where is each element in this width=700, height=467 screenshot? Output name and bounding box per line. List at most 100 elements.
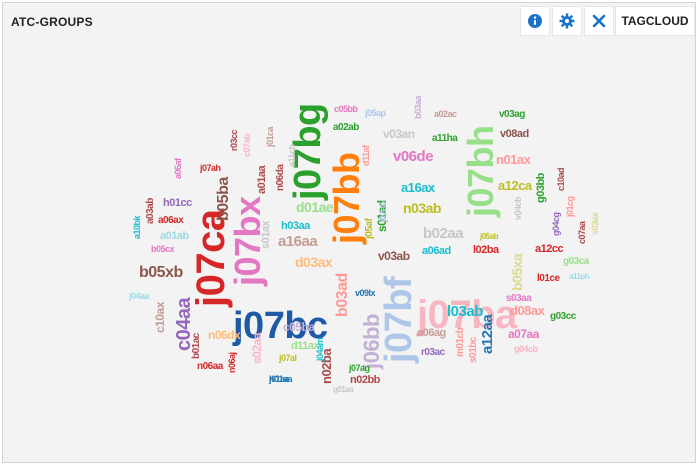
tag-j04am[interactable]: j04am [315, 337, 325, 362]
tag-d01ae[interactable]: d01ae [296, 199, 334, 215]
tag-j02ab[interactable]: j02ab [378, 200, 388, 223]
tag-a11cb[interactable]: a11cb [287, 143, 297, 167]
tag-b05ba[interactable]: b05ba [215, 177, 232, 221]
tag-s03ax[interactable]: s03ax [590, 212, 600, 235]
tag-h01aa[interactable]: h01aa [269, 374, 294, 384]
tag-b05cx[interactable]: b05cx [151, 244, 175, 254]
tag-j07bg[interactable]: j07bg [287, 103, 329, 201]
settings-button[interactable] [552, 6, 582, 36]
tag-l02ba[interactable]: l02ba [473, 244, 501, 256]
tag-a10bk[interactable]: a10bk [132, 214, 142, 239]
tag-n06aj[interactable]: n06aj [227, 352, 237, 373]
info-button[interactable] [520, 6, 550, 36]
tag-b02aa[interactable]: b02aa [423, 225, 465, 242]
tag-j07bc[interactable]: j07bc [232, 305, 329, 347]
tag-b03ad[interactable]: b03ad [334, 273, 351, 317]
tagcloud-view-label[interactable]: TAGCLOUD [615, 6, 695, 36]
tag-c05ba[interactable]: c05ba [283, 320, 316, 334]
tag-s02aa[interactable]: s02aa [250, 332, 264, 364]
tag-g03bb[interactable]: g03bb [535, 172, 547, 203]
tag-j07bh[interactable]: j07bh [460, 125, 501, 218]
tag-a01aa[interactable]: a01aa [256, 165, 268, 194]
tag-j07bx[interactable]: j07bx [227, 196, 268, 287]
tag-j05af[interactable]: j05af [364, 218, 375, 240]
tag-a06ag[interactable]: a06ag [417, 327, 446, 339]
tag-a12ca[interactable]: a12ca [498, 178, 533, 193]
tag-n02ba[interactable]: n02ba [319, 348, 334, 384]
tag-s01ax[interactable]: s01ax [260, 220, 272, 249]
tag-j01ca[interactable]: j01ca [265, 125, 275, 148]
tag-c10ad[interactable]: c10ad [556, 168, 566, 191]
tag-s01ad[interactable]: s01ad [375, 200, 389, 232]
tag-a06af[interactable]: a06af [173, 157, 183, 179]
tag-j07al[interactable]: j07al [278, 353, 297, 363]
tag-v03an[interactable]: v03an [383, 127, 415, 141]
tag-n01ax[interactable]: n01ax [496, 152, 532, 167]
tag-d11ax[interactable]: d11ax [291, 340, 321, 352]
tag-j01cg[interactable]: j01cg [565, 196, 575, 218]
tag-a07aa[interactable]: a07aa [508, 327, 540, 341]
tag-v06de[interactable]: v06de [393, 148, 434, 165]
close-button[interactable] [584, 6, 614, 36]
tag-a02ac[interactable]: a02ac [434, 109, 458, 119]
tag-a16aa[interactable]: a16aa [278, 233, 319, 250]
tag-a16ax[interactable]: a16ax [401, 180, 436, 195]
tag-a12cc[interactable]: a12cc [535, 243, 564, 255]
tag-j06bb[interactable]: j06bb [359, 314, 384, 370]
tag-j07ah[interactable]: j07ah [199, 163, 221, 173]
tag-m01cb[interactable]: m01cb [455, 327, 466, 357]
tag-s03aa[interactable]: s03aa [506, 293, 533, 304]
tag-j07bb[interactable]: j07bb [326, 152, 367, 245]
tag-l01ce[interactable]: l01ce [537, 273, 561, 284]
tag-l03ab[interactable]: l03ab [447, 303, 484, 320]
tag-c05bb[interactable]: c05bb [334, 104, 359, 114]
tag-b01ac[interactable]: b01ac [191, 332, 202, 359]
tag-b05xb[interactable]: b05xb [139, 264, 184, 281]
tag-j05ab[interactable]: j05ab [479, 232, 499, 241]
tag-a06ax[interactable]: a06ax [158, 215, 185, 226]
tag-j07ba[interactable]: j07ba [416, 293, 519, 337]
tag-d03ax[interactable]: d03ax [295, 254, 333, 270]
tag-j01aa[interactable]: j01aa [268, 374, 291, 384]
tag-g01aa[interactable]: g01aa [333, 385, 355, 394]
tag-n06aa[interactable]: n06aa [197, 361, 224, 372]
tag-g04cg[interactable]: g04cg [551, 212, 561, 236]
tag-a06ad[interactable]: a06ad [422, 245, 451, 257]
tag-b05xa[interactable]: b05xa [509, 253, 525, 291]
tag-a02ab[interactable]: a02ab [333, 122, 360, 133]
tag-v08ad[interactable]: v08ad [500, 128, 529, 140]
tag-n06da[interactable]: n06da [275, 164, 286, 191]
tag-b03aa[interactable]: b03aa [413, 94, 423, 119]
tag-h01cc[interactable]: h01cc [163, 197, 193, 209]
tag-c10ax[interactable]: c10ax [153, 301, 167, 333]
tag-c07ab[interactable]: c07ab [242, 133, 252, 157]
tag-j05ap[interactable]: j05ap [364, 108, 387, 118]
tag-d08ax[interactable]: d08ax [510, 303, 546, 318]
tag-c07aa[interactable]: c07aa [577, 220, 587, 244]
tag-d11af[interactable]: d11af [361, 144, 371, 166]
tag-a12aa[interactable]: a12aa [479, 314, 496, 354]
tag-g03ca[interactable]: g03ca [563, 256, 590, 267]
tag-j04aa[interactable]: j04aa [128, 291, 151, 301]
tag-v03ag[interactable]: v03ag [499, 109, 526, 120]
tag-c04aa[interactable]: c04aa [173, 297, 195, 351]
tag-g03cc[interactable]: g03cc [550, 311, 577, 322]
tag-a01ab[interactable]: a01ab [160, 230, 190, 242]
tag-r03ac[interactable]: r03ac [421, 347, 446, 358]
tag-a03ab[interactable]: a03ab [145, 198, 156, 224]
tag-h03aa[interactable]: h03aa [281, 220, 312, 232]
tag-v03ab[interactable]: v03ab [378, 249, 410, 263]
tag-v04cb[interactable]: v04cb [513, 196, 523, 220]
tag-r03cc[interactable]: r03cc [229, 129, 239, 151]
tag-v09lx[interactable]: v09lx [355, 288, 376, 298]
tag-a11ha[interactable]: a11ha [432, 133, 459, 144]
tag-n02bb[interactable]: n02bb [350, 374, 381, 386]
tag-j07ca[interactable]: j07ca [189, 208, 233, 308]
tag-a11ph[interactable]: a11ph [569, 272, 590, 281]
tag-g04cb[interactable]: g04cb [514, 344, 539, 354]
tag-j07bf[interactable]: j07bf [378, 276, 420, 364]
tag-n06dx[interactable]: n06dx [208, 328, 242, 342]
tag-n03ab[interactable]: n03ab [403, 200, 441, 216]
tag-s01bc[interactable]: s01bc [468, 336, 479, 363]
tag-j07ag[interactable]: j07ag [348, 363, 370, 373]
